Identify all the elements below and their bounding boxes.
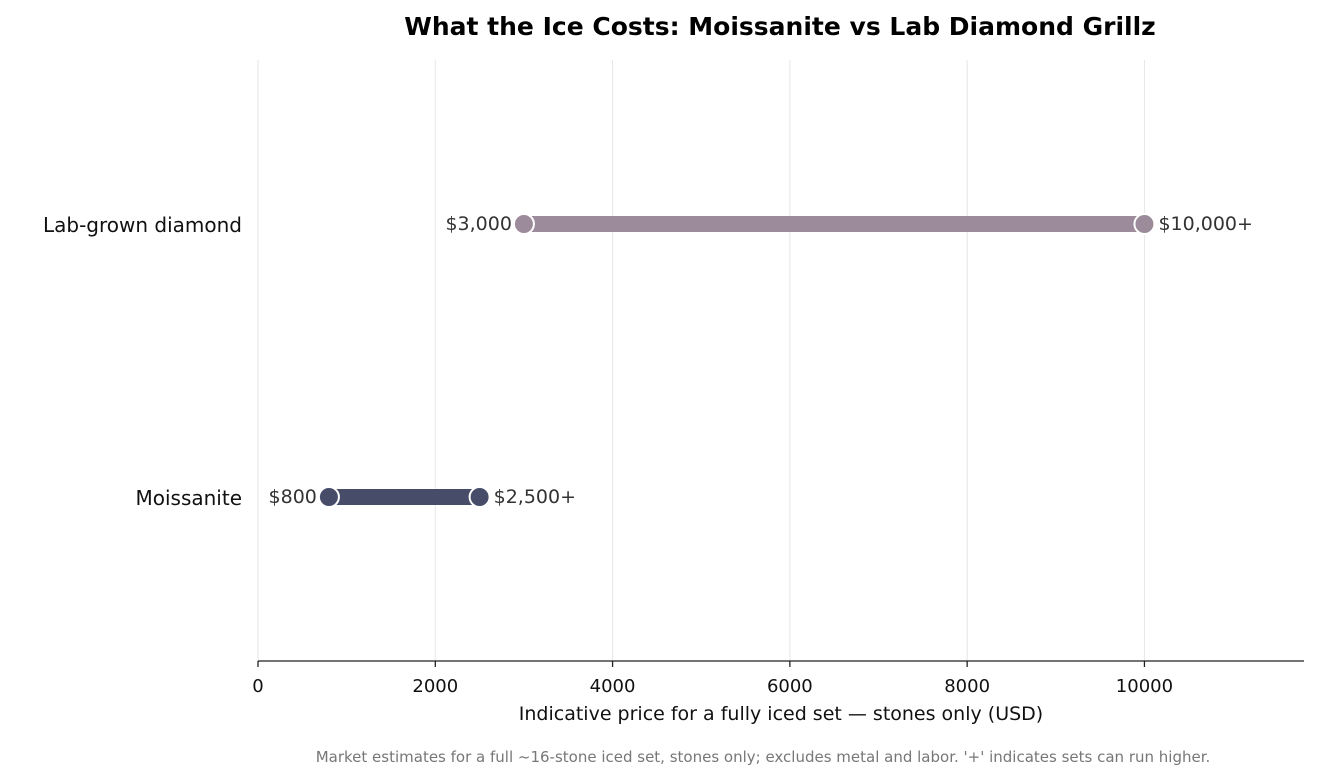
category-label-lab-grown-diamond: Lab-grown diamond <box>43 213 242 237</box>
range-high-point-moissanite <box>468 486 491 508</box>
category-labels: Lab-grown diamond Moissanite <box>43 213 242 510</box>
x-tick-label-3: 6000 <box>767 676 813 697</box>
range-high-point-lab-grown-diamond <box>1133 213 1156 235</box>
x-tick-label-2: 4000 <box>590 676 636 697</box>
range-moissanite: $800 $2,500+ <box>269 486 576 508</box>
x-tick-label-4: 8000 <box>944 676 990 697</box>
low-value-label-moissanite: $800 <box>269 486 317 508</box>
category-label-moissanite: Moissanite <box>135 486 242 510</box>
range-low-point-lab-grown-diamond <box>512 213 535 235</box>
x-axis-label: Indicative price for a fully iced set — … <box>519 703 1043 725</box>
gridlines <box>257 60 1145 661</box>
chart-title: What the Ice Costs: Moissanite vs Lab Di… <box>404 12 1155 41</box>
x-axis-ticks: 0 2000 4000 6000 8000 10000 <box>252 661 1173 697</box>
x-tick-label-5: 10000 <box>1116 676 1173 697</box>
range-lab-grown-diamond: $3,000 $10,000+ <box>445 213 1253 235</box>
range-series: $3,000 $10,000+ $800 $2,500+ <box>269 213 1253 508</box>
x-tick-label-1: 2000 <box>412 676 458 697</box>
range-low-point-moissanite <box>317 486 340 508</box>
high-value-label-moissanite: $2,500+ <box>494 486 576 508</box>
low-value-label-lab-grown-diamond: $3,000 <box>445 213 511 235</box>
footnote: Market estimates for a full ~16-stone ic… <box>316 748 1211 766</box>
high-value-label-lab-grown-diamond: $10,000+ <box>1158 213 1253 235</box>
x-tick-label-0: 0 <box>252 676 263 697</box>
